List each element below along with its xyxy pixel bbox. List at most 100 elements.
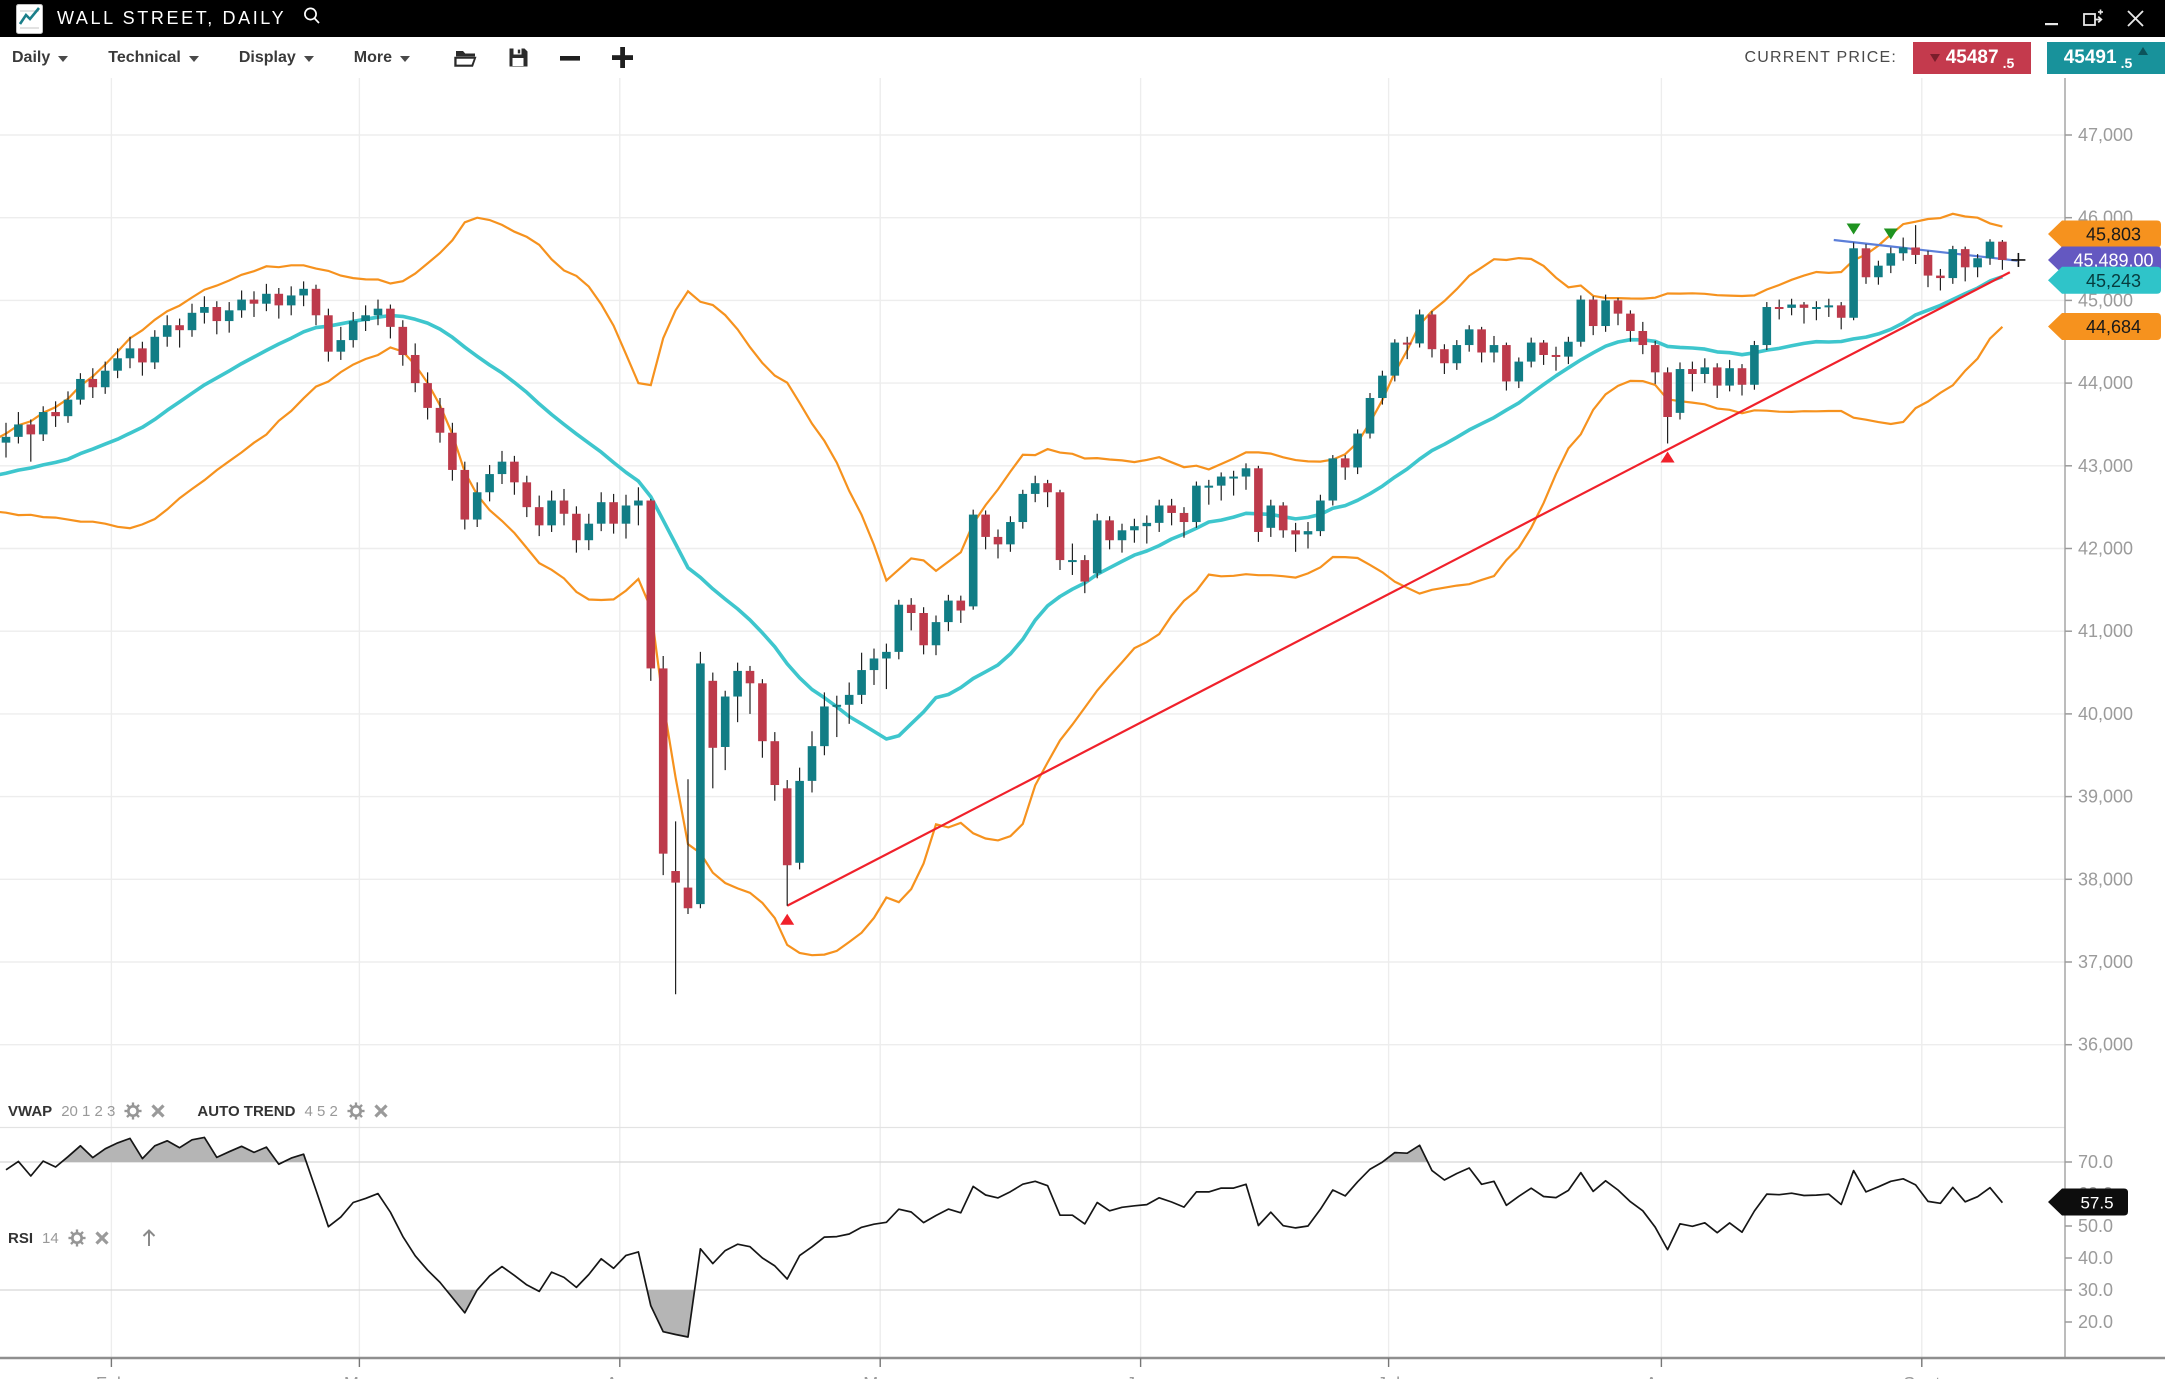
candle bbox=[1216, 476, 1226, 486]
chart-area[interactable]: 47,000 46,000 45,000 44,000 43,000 42,000 41,0… bbox=[0, 78, 2165, 1384]
price-chart-canvas[interactable]: 47,00046,00045,00044,00043,00042,00041,0… bbox=[0, 78, 2165, 1384]
vwap-remove-icon[interactable] bbox=[151, 1104, 166, 1118]
candle bbox=[138, 348, 147, 363]
search-icon[interactable] bbox=[302, 6, 322, 31]
sell-price-button[interactable]: 45487.5 bbox=[1913, 41, 2031, 74]
candle bbox=[1898, 247, 1908, 254]
chart-title: WALL STREET, DAILY bbox=[57, 8, 287, 28]
candle bbox=[1861, 248, 1871, 278]
signal-markers bbox=[780, 223, 1898, 925]
vwap-indicator-params: 20 1 2 3 bbox=[61, 1102, 116, 1120]
minimize-button[interactable] bbox=[2044, 10, 2060, 28]
candle bbox=[63, 399, 73, 417]
rsi-remove-icon[interactable] bbox=[95, 1231, 109, 1245]
rsi-settings-gear-icon[interactable] bbox=[68, 1229, 86, 1247]
candle bbox=[820, 706, 829, 747]
candle bbox=[1117, 530, 1127, 541]
open-folder-icon[interactable] bbox=[454, 48, 478, 68]
candle bbox=[125, 348, 135, 359]
candle bbox=[187, 312, 197, 331]
candle bbox=[1055, 492, 1065, 561]
candle bbox=[1378, 375, 1387, 398]
vwap-line bbox=[0, 274, 2003, 741]
candle bbox=[1998, 241, 2007, 260]
candle bbox=[1836, 305, 1846, 318]
zoom-out-button[interactable] bbox=[559, 47, 581, 69]
candle bbox=[1725, 368, 1734, 386]
save-icon[interactable] bbox=[508, 47, 529, 68]
candle bbox=[1092, 520, 1102, 574]
x-axis-month-label: Feb bbox=[96, 1374, 127, 1379]
popout-window-button[interactable] bbox=[2082, 9, 2104, 29]
candle bbox=[1452, 345, 1462, 364]
candle bbox=[1812, 307, 1821, 310]
candle bbox=[1241, 468, 1251, 477]
x-axis-month-label: Aug bbox=[1645, 1374, 1677, 1379]
candle bbox=[1402, 342, 1412, 345]
candle bbox=[1080, 560, 1090, 582]
candle bbox=[1266, 505, 1276, 528]
candle bbox=[1799, 304, 1809, 308]
rsi-axis-label: 70.0 bbox=[2078, 1152, 2113, 1172]
candle bbox=[1948, 249, 1958, 279]
candle bbox=[1539, 342, 1548, 355]
candle bbox=[832, 704, 842, 707]
auto-trend-remove-icon[interactable] bbox=[374, 1104, 388, 1118]
candle bbox=[1154, 505, 1164, 523]
menu-more[interactable]: More bbox=[354, 49, 411, 67]
zoom-in-button[interactable] bbox=[611, 46, 634, 69]
candle bbox=[919, 613, 928, 646]
price-down-arrow-icon bbox=[1929, 53, 1940, 62]
candle bbox=[1291, 530, 1300, 535]
close-icon[interactable] bbox=[2126, 9, 2145, 28]
candle bbox=[894, 604, 904, 652]
chevron-down-icon bbox=[188, 55, 199, 62]
candle bbox=[968, 514, 978, 607]
y-axis-label: 43,000 bbox=[2078, 456, 2133, 476]
menu-display[interactable]: Display bbox=[239, 49, 314, 67]
candle bbox=[596, 502, 606, 524]
candle bbox=[1737, 368, 1747, 385]
candle bbox=[1204, 485, 1214, 488]
candle bbox=[1923, 254, 1933, 276]
candle bbox=[1179, 512, 1189, 523]
candle bbox=[1105, 520, 1114, 541]
candle bbox=[1551, 354, 1561, 357]
x-axis-month-label: Apr bbox=[606, 1374, 634, 1379]
candle bbox=[807, 746, 817, 781]
candle bbox=[1526, 342, 1536, 362]
candle bbox=[1700, 367, 1710, 375]
candle bbox=[1576, 299, 1586, 342]
candle bbox=[1464, 329, 1474, 346]
candle bbox=[1650, 345, 1660, 373]
candle bbox=[1973, 258, 1982, 268]
buy-price-button[interactable]: 45491.5 bbox=[2047, 41, 2165, 74]
candle bbox=[1849, 248, 1858, 318]
x-axis-month-label: May bbox=[863, 1374, 897, 1379]
sell-signal-triangle-icon bbox=[1846, 223, 1861, 235]
menu-technical[interactable]: Technical bbox=[108, 49, 199, 67]
candle bbox=[262, 293, 271, 304]
grid-lines bbox=[0, 78, 2065, 1358]
buy-signal-triangle-icon bbox=[780, 913, 795, 925]
candle bbox=[1874, 265, 1883, 278]
candle bbox=[1613, 300, 1623, 314]
vwap-settings-gear-icon[interactable] bbox=[124, 1102, 142, 1120]
candle bbox=[993, 536, 1003, 545]
candle bbox=[658, 668, 668, 854]
candle bbox=[1960, 249, 1970, 268]
y-axis-label: 38,000 bbox=[2078, 869, 2133, 889]
candle bbox=[249, 299, 259, 304]
candle bbox=[534, 507, 544, 526]
menu-daily[interactable]: Daily bbox=[12, 49, 69, 67]
auto-trend-indicator-params: 4 5 2 bbox=[304, 1102, 338, 1120]
rsi-plot bbox=[5, 1136, 2004, 1338]
auto-trend-settings-gear-icon[interactable] bbox=[347, 1102, 365, 1120]
price-tag: 45,243 bbox=[2048, 266, 2161, 294]
move-indicator-up-icon[interactable] bbox=[141, 1228, 157, 1248]
candle bbox=[224, 310, 234, 322]
candle bbox=[1006, 522, 1015, 545]
y-axis-label: 45,000 bbox=[2078, 290, 2133, 310]
candle bbox=[1638, 330, 1648, 346]
candle bbox=[435, 407, 445, 433]
